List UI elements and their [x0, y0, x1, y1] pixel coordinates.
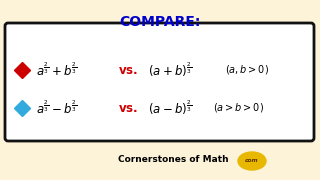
- Text: $\mathit{a}^{\frac{2}{3}} - \mathit{b}^{\frac{2}{3}}$: $\mathit{a}^{\frac{2}{3}} - \mathit{b}^{…: [36, 99, 77, 117]
- Text: $\mathit{(a, b > 0)}$: $\mathit{(a, b > 0)}$: [225, 64, 269, 76]
- Text: $\mathit{(a > b > 0)}$: $\mathit{(a > b > 0)}$: [213, 102, 264, 114]
- Ellipse shape: [238, 152, 266, 170]
- Text: $\mathbf{vs.}$: $\mathbf{vs.}$: [118, 102, 138, 114]
- FancyBboxPatch shape: [5, 23, 314, 141]
- Text: $\mathbf{vs.}$: $\mathbf{vs.}$: [118, 64, 138, 76]
- Text: Cornerstones of Math: Cornerstones of Math: [118, 156, 228, 165]
- Text: $\mathit{(a - b)}^{\frac{2}{3}}$: $\mathit{(a - b)}^{\frac{2}{3}}$: [148, 99, 192, 117]
- Text: com: com: [245, 159, 259, 163]
- Text: COMPARE:: COMPARE:: [119, 15, 201, 29]
- Text: $\mathit{a}^{\frac{2}{3}} + \mathit{b}^{\frac{2}{3}}$: $\mathit{a}^{\frac{2}{3}} + \mathit{b}^{…: [36, 61, 77, 79]
- Text: $\mathit{(a + b)}^{\frac{2}{3}}$: $\mathit{(a + b)}^{\frac{2}{3}}$: [148, 61, 192, 79]
